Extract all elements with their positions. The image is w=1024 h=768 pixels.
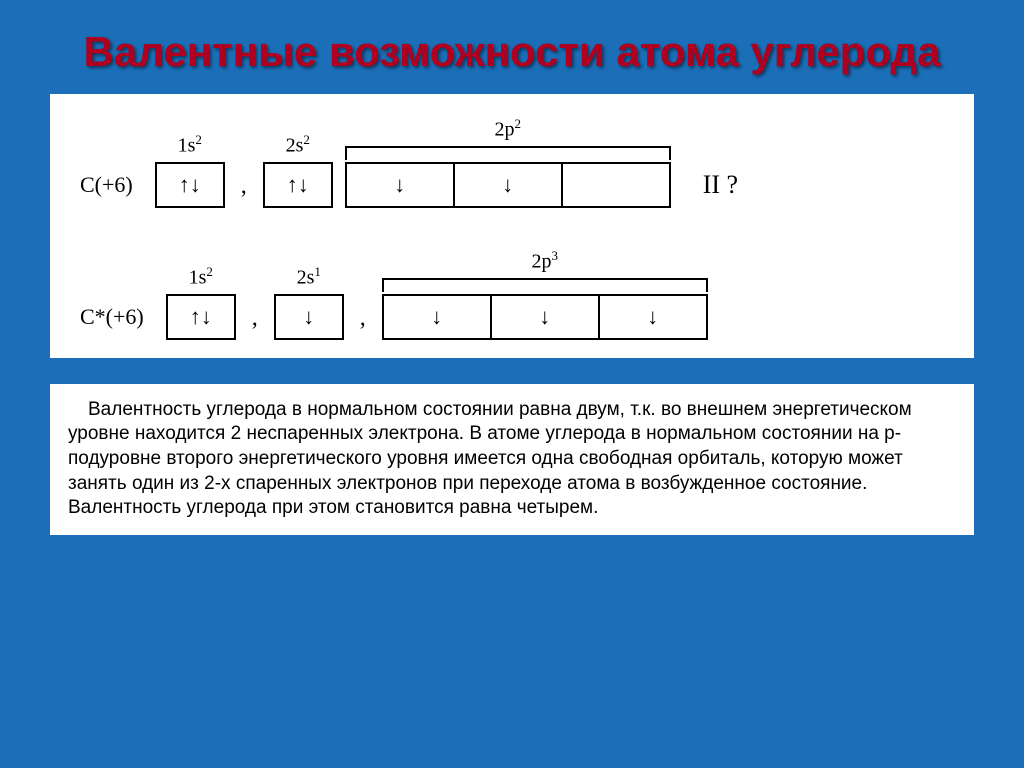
orbital-2p-label: 2p3 — [531, 248, 558, 274]
orbital-2p-ground: 2p2 ↓ ↓ — [345, 116, 671, 208]
orbital-2s-label: 2s1 — [297, 264, 321, 290]
paragraph-text: Валентность углерода в нормальном состоя… — [68, 399, 912, 519]
slide-title: Валентные возможности атома углерода — [0, 0, 1024, 94]
atom-label-ground: С(+6) — [80, 172, 133, 198]
orbital-1s-label: 1s2 — [178, 132, 202, 158]
orbital-box — [561, 162, 671, 208]
orbital-2p-label: 2p2 — [494, 116, 521, 142]
orbital-box: ↓ — [345, 162, 455, 208]
orbital-diagram-panel: С(+6) 1s2 ↑↓ , 2s2 ↑↓ 2p2 ↓ ↓ II ? С*(+6… — [50, 94, 974, 357]
orbital-box: ↓ — [598, 294, 708, 340]
orbital-box: ↓ — [453, 162, 563, 208]
excited-state-row: С*(+6) 1s2 ↑↓ , 2s1 ↓ , 2p3 ↓ ↓ ↓ — [80, 248, 944, 340]
explanation-text: Валентность углерода в нормальном состоя… — [50, 384, 974, 535]
brace-icon — [345, 146, 671, 160]
orbital-box: ↓ — [382, 294, 492, 340]
orbital-2p-excited: 2p3 ↓ ↓ ↓ — [382, 248, 708, 340]
orbital-box: ↑↓ — [263, 162, 333, 208]
separator: , — [360, 305, 366, 332]
atom-label-excited: С*(+6) — [80, 304, 144, 330]
orbital-box: ↓ — [490, 294, 600, 340]
orbital-box: ↑↓ — [155, 162, 225, 208]
orbital-2s-label: 2s2 — [286, 132, 310, 158]
brace-icon — [382, 278, 708, 292]
orbital-1s-excited: 1s2 ↑↓ — [166, 264, 236, 340]
orbital-1s-ground: 1s2 ↑↓ — [155, 132, 225, 208]
orbital-box: ↑↓ — [166, 294, 236, 340]
orbital-box: ↓ — [274, 294, 344, 340]
orbital-1s-label: 1s2 — [189, 264, 213, 290]
ground-state-row: С(+6) 1s2 ↑↓ , 2s2 ↑↓ 2p2 ↓ ↓ II ? — [80, 116, 944, 208]
valence-label-ground: II ? — [703, 170, 738, 200]
separator: , — [252, 305, 258, 332]
separator: , — [241, 173, 247, 200]
orbital-2s-excited: 2s1 ↓ — [274, 264, 344, 340]
orbital-2s-ground: 2s2 ↑↓ — [263, 132, 333, 208]
